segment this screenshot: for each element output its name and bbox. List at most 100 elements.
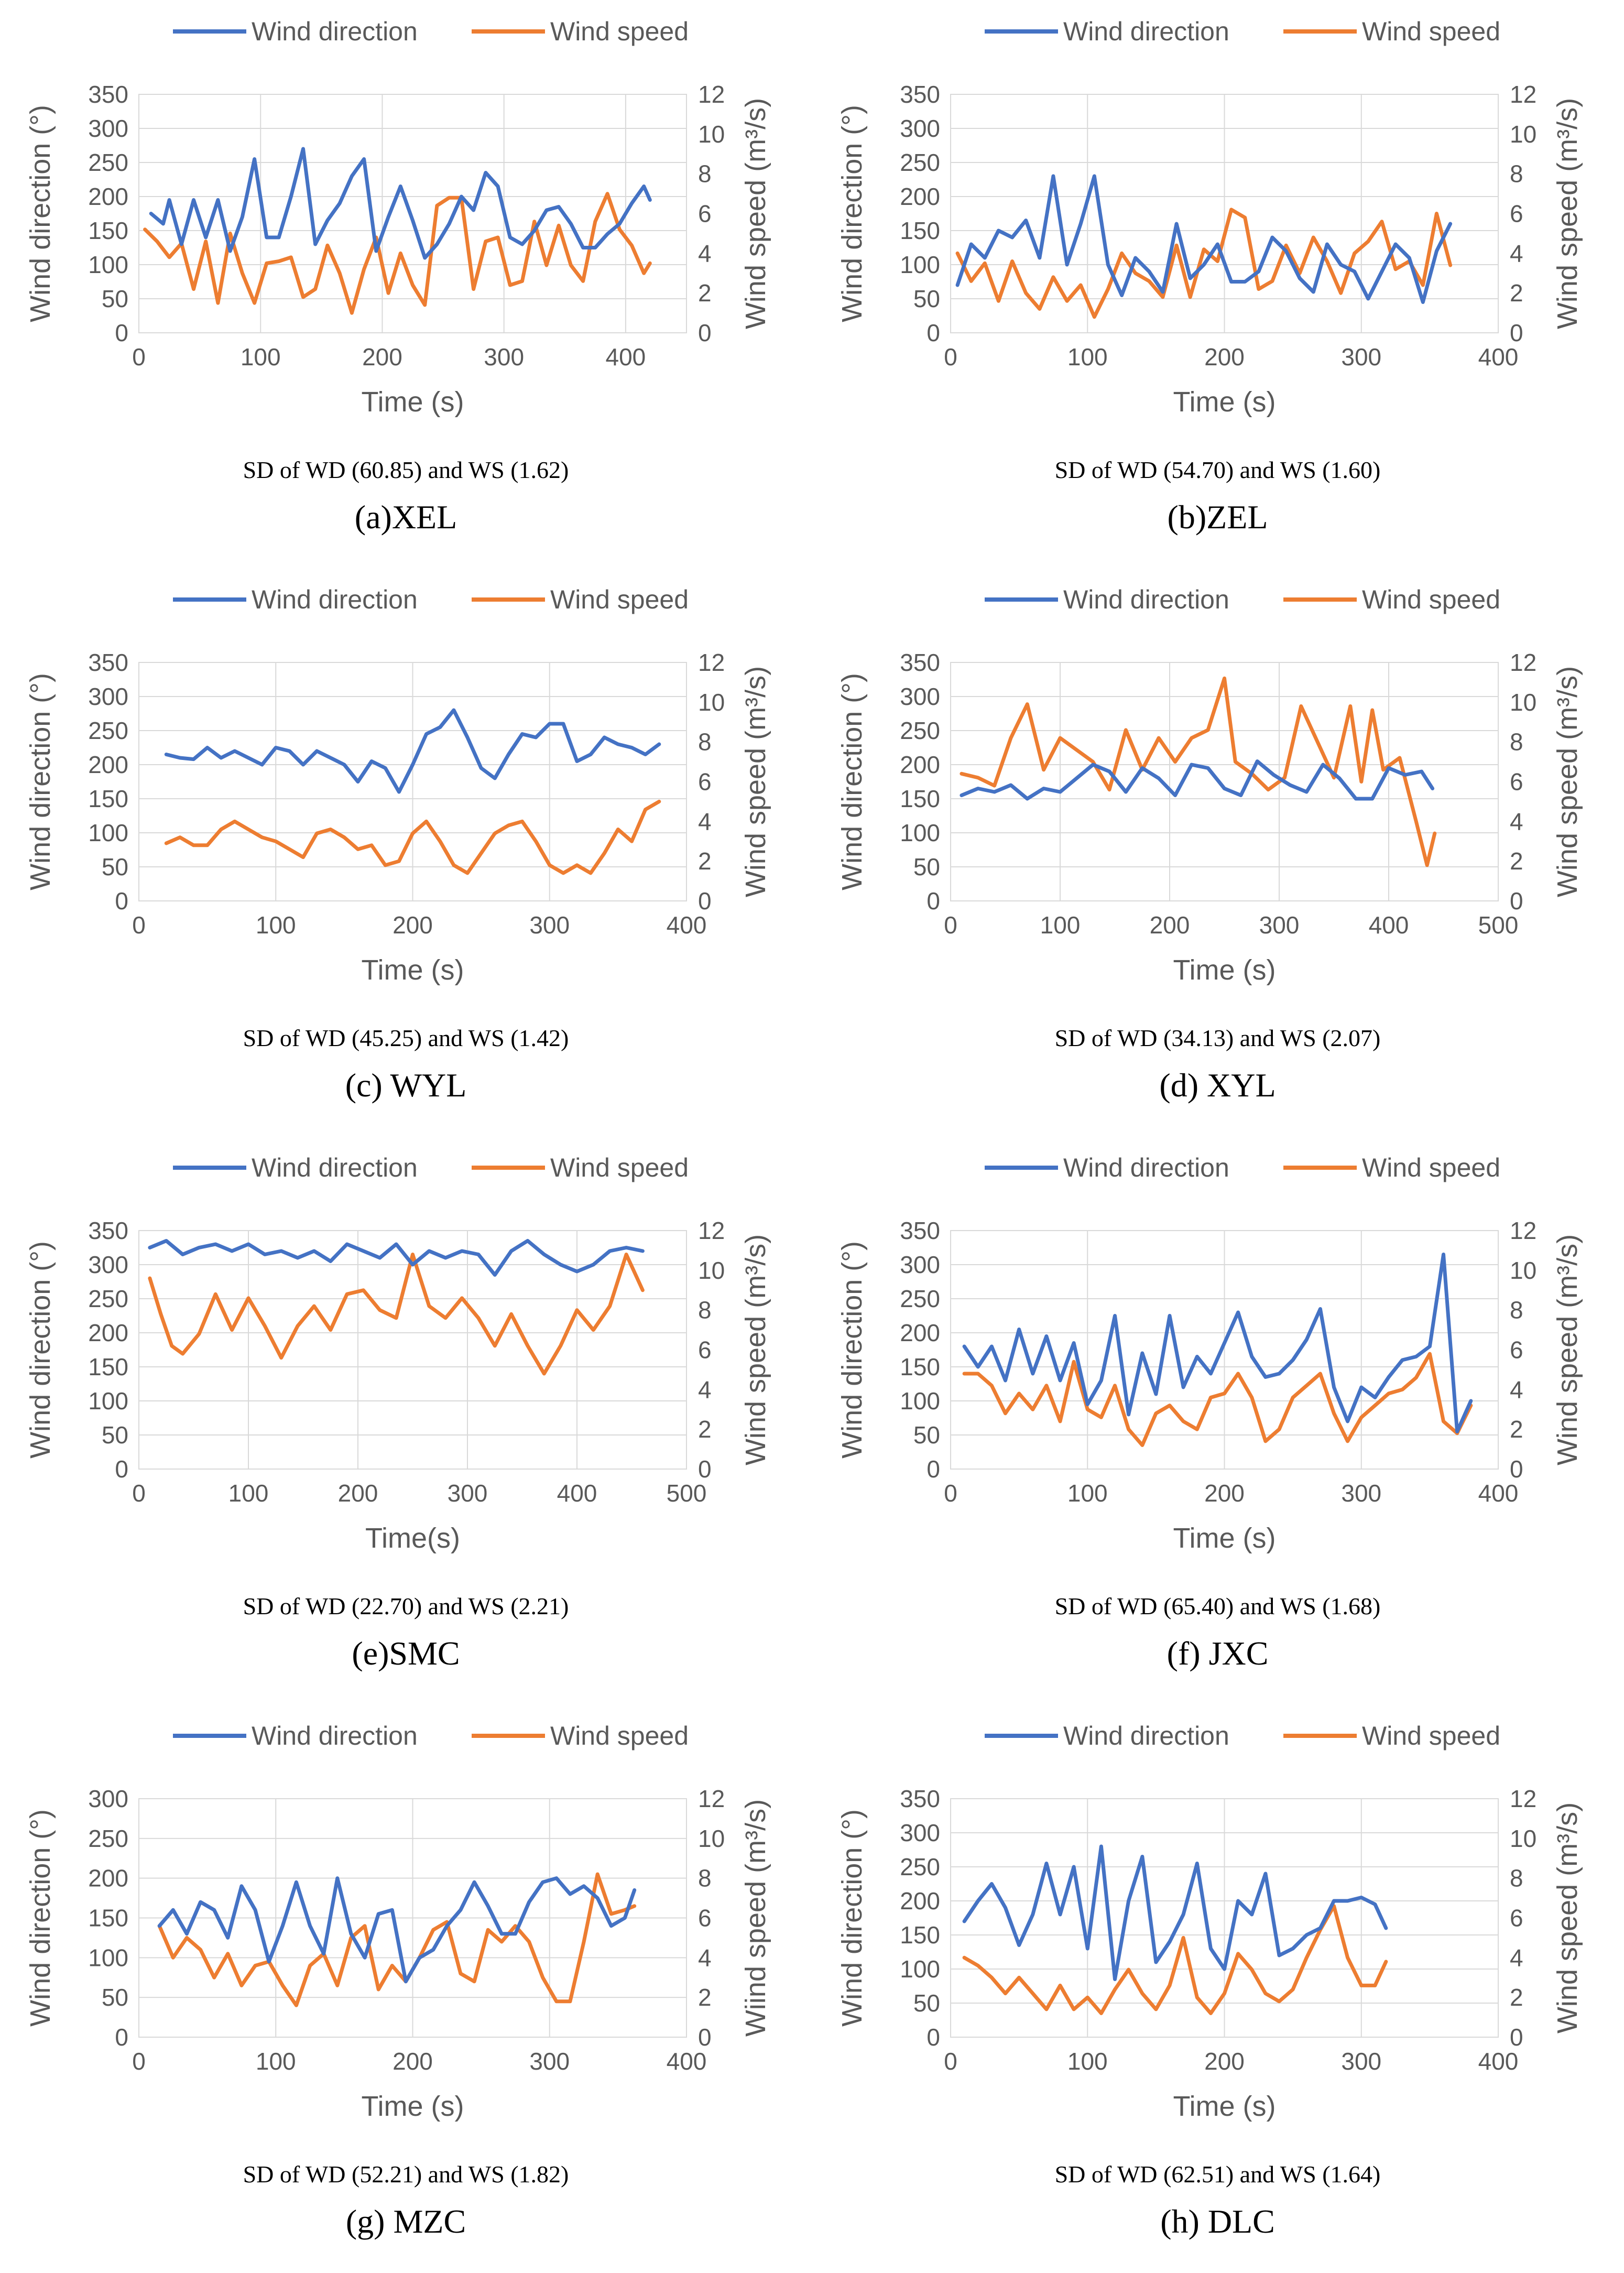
y2-tick-label: 6 bbox=[698, 1336, 712, 1364]
y2-tick-label: 4 bbox=[1510, 240, 1523, 267]
x-tick-label: 0 bbox=[132, 1480, 146, 1507]
y-tick-label: 250 bbox=[88, 1285, 128, 1312]
legend-label-wind-direction: Wind direction bbox=[252, 1153, 418, 1182]
y-tick-label: 350 bbox=[900, 1785, 940, 1812]
series-line-wind-direction bbox=[148, 1239, 645, 1277]
series-line-wind-direction bbox=[149, 147, 652, 260]
y2-tick-label: 0 bbox=[698, 319, 712, 346]
y-tick-label: 0 bbox=[927, 887, 940, 915]
series-line-wind-speed bbox=[164, 799, 661, 875]
plot-area bbox=[950, 662, 1499, 901]
panel-caption: (b)ZEL bbox=[1167, 498, 1268, 536]
y-tick-label: 300 bbox=[88, 1785, 128, 1812]
y-tick-label: 100 bbox=[88, 1387, 128, 1415]
x-tick-label: 400 bbox=[667, 911, 707, 939]
y-tick-label: 100 bbox=[900, 1387, 940, 1415]
y-tick-label: 300 bbox=[88, 683, 128, 710]
sd-caption: SD of WD (34.13) and WS (2.07) bbox=[1054, 1025, 1381, 1051]
legend-label-wind-direction: Wind direction bbox=[252, 585, 418, 614]
legend-label-wind-speed: Wind speed bbox=[550, 1721, 689, 1750]
y2-tick-label: 2 bbox=[698, 847, 712, 875]
x-axis-title: Time (s) bbox=[362, 954, 464, 986]
legend-label-wind-speed: Wind speed bbox=[1362, 17, 1500, 46]
x-tick-label: 200 bbox=[362, 343, 402, 371]
x-tick-label: 200 bbox=[338, 1480, 378, 1507]
x-axis-title: Time (s) bbox=[1173, 2091, 1276, 2122]
x-tick-label: 400 bbox=[1478, 2048, 1519, 2075]
y-tick-label: 350 bbox=[900, 649, 940, 676]
x-tick-label: 300 bbox=[1259, 911, 1300, 939]
y-axis-title: Wind direction (°) bbox=[25, 1809, 56, 2027]
y-tick-label: 250 bbox=[900, 1853, 940, 1880]
y-tick-label: 50 bbox=[913, 853, 940, 880]
x-tick-label: 100 bbox=[256, 911, 296, 939]
y-axis-title: Wind direction (°) bbox=[25, 105, 56, 322]
series-line-wind-direction bbox=[164, 708, 661, 794]
y-tick-label: 300 bbox=[88, 115, 128, 142]
y-tick-label: 0 bbox=[927, 1455, 940, 1483]
y-tick-label: 300 bbox=[900, 1251, 940, 1278]
y2-tick-label: 2 bbox=[1510, 847, 1523, 875]
y-tick-label: 300 bbox=[900, 683, 940, 710]
y2-tick-label: 4 bbox=[698, 1944, 712, 1971]
y2-tick-label: 6 bbox=[698, 1905, 712, 1932]
y2-axis-title: Wiind speed (m³/s) bbox=[740, 1799, 771, 2037]
x-tick-label: 400 bbox=[557, 1480, 597, 1507]
y-axis-title: Wind direction (°) bbox=[25, 673, 56, 890]
y-tick-label: 50 bbox=[102, 1984, 128, 2011]
sd-caption: SD of WD (22.70) and WS (2.21) bbox=[243, 1593, 569, 1619]
y-tick-label: 100 bbox=[88, 819, 128, 846]
y2-tick-label: 10 bbox=[698, 1825, 725, 1852]
y2-tick-label: 12 bbox=[1510, 649, 1536, 676]
x-tick-label: 200 bbox=[1150, 911, 1190, 939]
y-tick-label: 150 bbox=[88, 217, 128, 244]
sd-caption: SD of WD (60.85) and WS (1.62) bbox=[243, 456, 569, 483]
y2-tick-label: 2 bbox=[1510, 1416, 1523, 1443]
y-tick-label: 100 bbox=[88, 251, 128, 278]
y-tick-label: 350 bbox=[88, 649, 128, 676]
y2-tick-label: 10 bbox=[1510, 1257, 1536, 1284]
x-tick-label: 0 bbox=[944, 2048, 957, 2075]
y2-tick-label: 0 bbox=[1510, 1455, 1523, 1483]
y2-tick-label: 8 bbox=[1510, 728, 1523, 756]
y2-tick-label: 12 bbox=[698, 1785, 725, 1812]
panel-caption: (d) XYL bbox=[1159, 1067, 1276, 1104]
sd-caption: SD of WD (54.70) and WS (1.60) bbox=[1054, 456, 1381, 483]
x-tick-label: 0 bbox=[944, 911, 957, 939]
y2-tick-label: 4 bbox=[698, 808, 712, 835]
y2-axis-title: Wind speed (m³/s) bbox=[1552, 1234, 1583, 1465]
y-tick-label: 100 bbox=[900, 819, 940, 846]
y-tick-label: 50 bbox=[913, 1421, 940, 1449]
x-tick-label: 200 bbox=[1204, 2048, 1245, 2075]
y-tick-label: 0 bbox=[115, 887, 128, 915]
x-tick-label: 300 bbox=[529, 2048, 570, 2075]
panel-caption: (a)XEL bbox=[354, 498, 457, 536]
y2-tick-label: 6 bbox=[1510, 768, 1523, 796]
y-axis-title: Wind direction (°) bbox=[836, 1809, 868, 2027]
x-tick-label: 300 bbox=[448, 1480, 488, 1507]
y2-tick-label: 10 bbox=[698, 689, 725, 716]
y2-tick-label: 8 bbox=[1510, 1297, 1523, 1324]
series-line-wind-direction bbox=[962, 1253, 1473, 1433]
x-axis-title: Time(s) bbox=[365, 1522, 460, 1554]
sd-caption: SD of WD (62.51) and WS (1.64) bbox=[1054, 2161, 1381, 2188]
y2-tick-label: 2 bbox=[698, 279, 712, 307]
y2-axis-title: Wind speed (m³/s) bbox=[740, 98, 771, 329]
x-axis-title: Time (s) bbox=[362, 2091, 464, 2122]
x-tick-label: 100 bbox=[228, 1480, 269, 1507]
x-axis-title: Time (s) bbox=[1173, 386, 1276, 418]
legend-label-wind-direction: Wind direction bbox=[252, 17, 418, 46]
y-axis-title: Wind direction (°) bbox=[836, 1241, 868, 1459]
x-tick-label: 100 bbox=[1067, 343, 1108, 371]
y-tick-label: 300 bbox=[900, 1819, 940, 1846]
x-tick-label: 400 bbox=[667, 2048, 707, 2075]
y2-tick-label: 0 bbox=[698, 1455, 712, 1483]
y2-tick-label: 6 bbox=[698, 200, 712, 227]
y-tick-label: 150 bbox=[900, 785, 940, 812]
x-tick-label: 400 bbox=[1369, 911, 1409, 939]
legend-label-wind-speed: Wind speed bbox=[1362, 585, 1500, 614]
x-tick-label: 300 bbox=[484, 343, 524, 371]
